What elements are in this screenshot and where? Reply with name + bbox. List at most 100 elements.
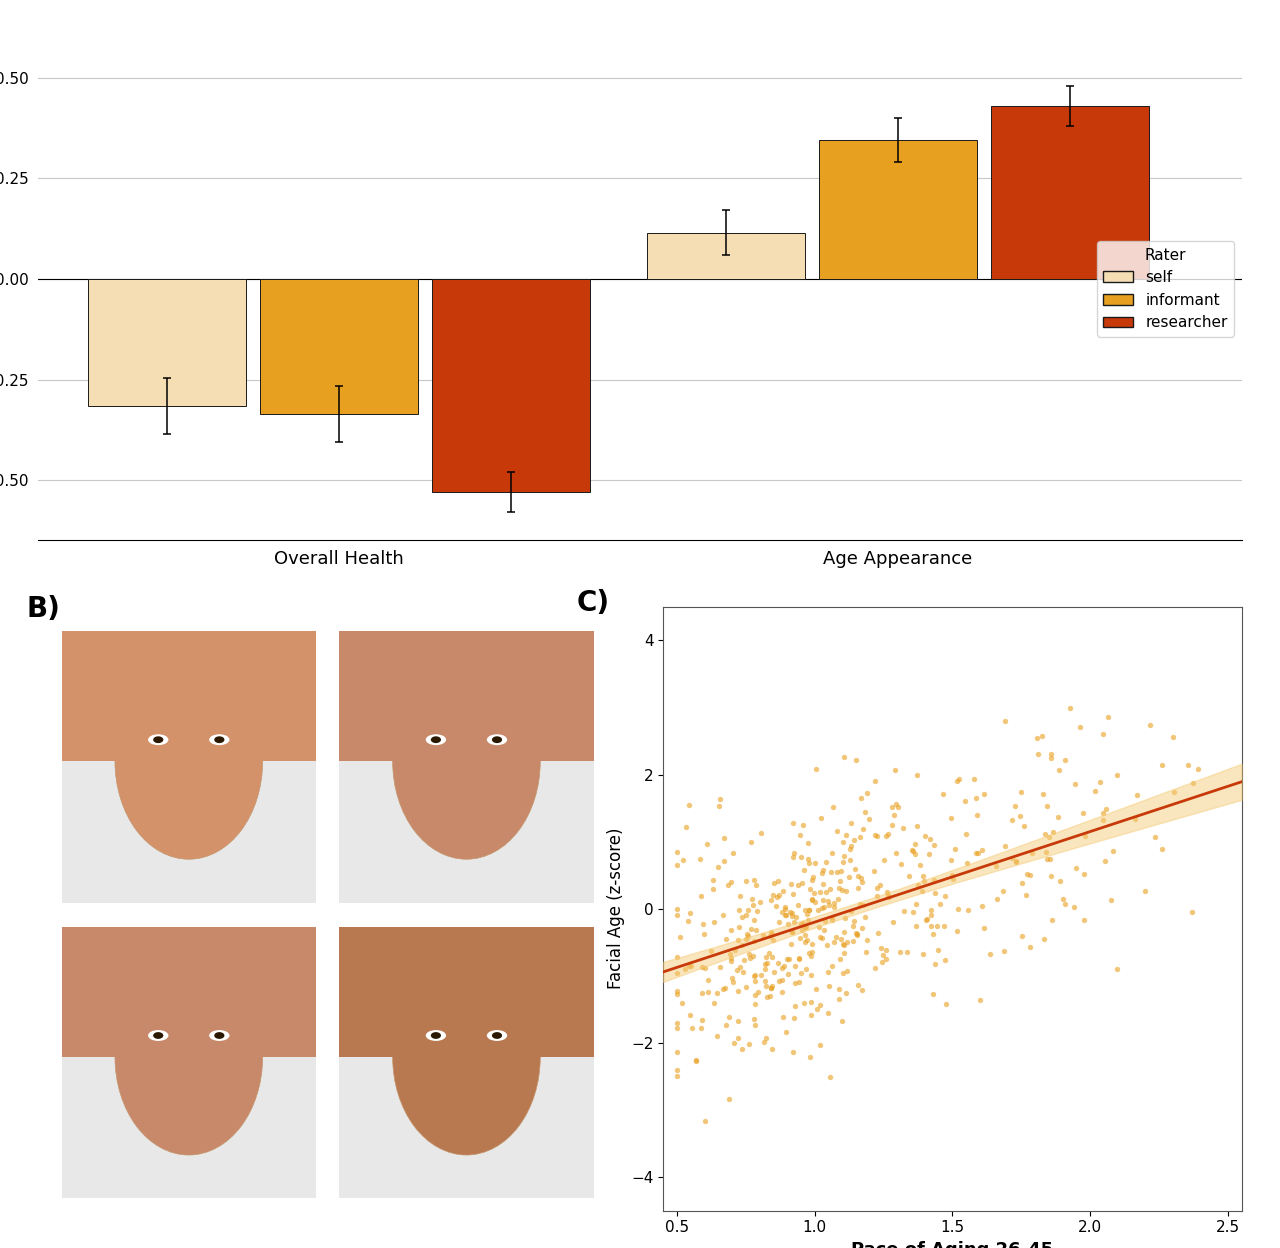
- Point: [727, 960, 748, 980]
- Point: [1039, 827, 1060, 847]
- Point: [744, 931, 764, 951]
- Point: [1073, 802, 1093, 822]
- Point: [782, 922, 803, 942]
- Ellipse shape: [115, 664, 262, 859]
- Point: [814, 921, 835, 941]
- Point: [827, 862, 847, 882]
- Point: [910, 855, 931, 875]
- Point: [762, 925, 782, 945]
- Point: [941, 807, 961, 827]
- Point: [813, 874, 833, 894]
- Ellipse shape: [154, 1032, 164, 1038]
- Point: [667, 899, 687, 919]
- Point: [760, 922, 781, 942]
- Point: [760, 890, 781, 910]
- Point: [856, 930, 877, 950]
- Point: [783, 884, 804, 904]
- Point: [927, 916, 947, 936]
- Point: [890, 941, 910, 961]
- Point: [750, 965, 771, 985]
- Point: [882, 815, 902, 835]
- Bar: [819, 140, 977, 278]
- Point: [865, 957, 886, 977]
- Point: [847, 975, 868, 995]
- Point: [1135, 881, 1156, 901]
- Point: [908, 765, 928, 785]
- Point: [1188, 759, 1208, 779]
- Point: [1033, 785, 1053, 805]
- Point: [777, 948, 797, 968]
- Point: [964, 769, 984, 789]
- Point: [928, 940, 948, 960]
- Point: [1152, 755, 1172, 775]
- Point: [836, 982, 856, 1002]
- Point: [667, 1018, 687, 1038]
- Ellipse shape: [492, 736, 502, 743]
- Point: [822, 844, 842, 864]
- Point: [814, 911, 835, 931]
- Point: [716, 930, 736, 950]
- Point: [690, 849, 710, 869]
- Point: [713, 980, 733, 1000]
- Point: [872, 951, 892, 971]
- Point: [755, 960, 776, 980]
- Point: [946, 771, 966, 791]
- Point: [704, 912, 724, 932]
- Point: [846, 924, 867, 943]
- Point: [826, 927, 846, 947]
- Point: [783, 1008, 804, 1028]
- Point: [801, 935, 822, 955]
- Point: [782, 814, 803, 834]
- Point: [731, 935, 751, 955]
- Point: [744, 966, 764, 986]
- Point: [799, 854, 819, 874]
- Point: [691, 1011, 712, 1031]
- Point: [795, 900, 815, 920]
- Point: [795, 932, 815, 952]
- Bar: [260, 278, 419, 414]
- Point: [846, 925, 867, 945]
- Point: [1042, 910, 1062, 930]
- Point: [852, 819, 873, 839]
- Point: [788, 972, 809, 992]
- Point: [1041, 744, 1061, 764]
- Point: [920, 829, 941, 849]
- Point: [728, 917, 749, 937]
- Point: [886, 794, 906, 814]
- Point: [812, 809, 832, 829]
- Point: [867, 826, 887, 846]
- Point: [870, 875, 891, 895]
- Text: B): B): [27, 595, 60, 623]
- Point: [694, 924, 714, 943]
- Point: [805, 759, 826, 779]
- Point: [833, 934, 854, 953]
- Point: [759, 986, 780, 1006]
- Point: [915, 826, 936, 846]
- Point: [878, 886, 899, 906]
- Point: [946, 921, 966, 941]
- Point: [1037, 796, 1057, 816]
- Point: [973, 784, 993, 804]
- Point: [1097, 708, 1117, 728]
- Point: [820, 862, 841, 882]
- Point: [692, 957, 713, 977]
- Point: [846, 924, 867, 943]
- Point: [767, 871, 787, 891]
- Point: [924, 953, 945, 973]
- Point: [822, 956, 842, 976]
- Point: [920, 916, 941, 936]
- Point: [817, 852, 837, 872]
- Bar: [88, 278, 246, 406]
- Ellipse shape: [431, 736, 442, 743]
- Point: [691, 886, 712, 906]
- Point: [1039, 850, 1060, 870]
- Point: [745, 965, 765, 985]
- Point: [792, 920, 813, 940]
- Point: [680, 904, 700, 924]
- Point: [1043, 822, 1064, 842]
- Point: [831, 1011, 851, 1031]
- Point: [1178, 755, 1198, 775]
- Point: [851, 789, 872, 809]
- Point: [1096, 799, 1116, 819]
- Point: [672, 850, 692, 870]
